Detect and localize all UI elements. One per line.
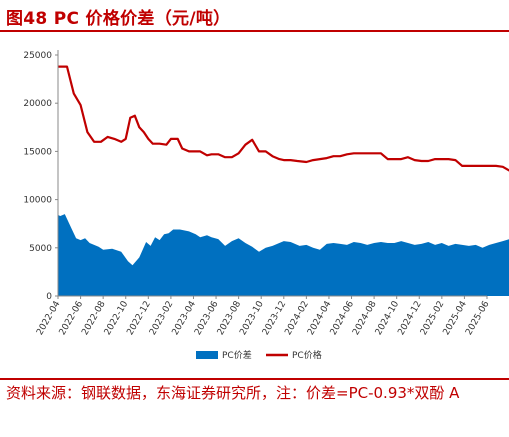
y-tick-label: 10000 — [23, 196, 52, 206]
legend-swatch-pc-spread — [196, 351, 218, 359]
y-tick-label: 5000 — [29, 244, 52, 254]
series-line-pc-price — [58, 65, 509, 172]
y-tick-label: 25000 — [23, 51, 52, 61]
series-area-pc-spread — [58, 214, 509, 296]
source-divider — [0, 378, 509, 380]
source-note: 资料来源：钢联数据，东海证券研究所，注：价差=PC-0.93*双酚 A — [6, 384, 460, 402]
y-tick-label: 15000 — [23, 147, 52, 157]
chart-title: 图48 PC 价格价差（元/吨） — [6, 9, 231, 29]
y-tick-label: 0 — [46, 292, 52, 302]
y-tick-label: 20000 — [23, 99, 52, 109]
title-divider — [0, 30, 509, 32]
legend-label-pc-price: PC价格 — [292, 349, 322, 361]
legend-label-pc-spread: PC价差 — [222, 349, 252, 361]
chart-area: 05000100001500020000250002022-042022-062… — [23, 50, 509, 361]
